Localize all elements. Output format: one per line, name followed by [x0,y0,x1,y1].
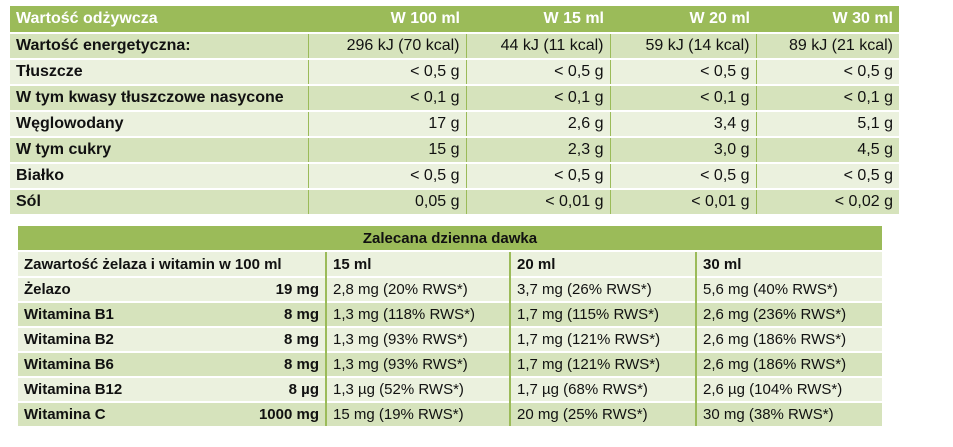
dose-header-30ml: 30 ml [695,250,882,277]
cell-value: < 0,5 g [307,58,466,85]
daily-dose-table: Zalecana dzienna dawka Zawartość żelaza … [18,226,882,426]
row-label: Tłuszcze [10,58,308,85]
cell-value: 3,4 g [609,110,756,137]
table-row: Tłuszcze < 0,5 g < 0,5 g < 0,5 g < 0,5 g [10,58,899,85]
cell-value: 5,1 g [755,110,899,137]
dose-value: 2,6 mg (186% RWS*) [695,351,882,377]
table-row: Sól 0,05 g < 0,01 g < 0,01 g < 0,02 g [10,188,899,214]
nutrient-name: Witamina B12 [18,376,218,402]
cell-value: < 0,01 g [465,188,610,214]
cell-value: 89 kJ (21 kcal) [755,32,899,59]
cell-value: < 0,5 g [307,162,466,189]
dose-value: 2,6 mg (236% RWS*) [695,301,882,327]
nutrition-table: Wartość odżywcza W 100 ml W 15 ml W 20 m… [10,6,899,214]
table-row: Witamina B2 8 mg 1,3 mg (93% RWS*) 1,7 m… [18,326,882,352]
dose-value: 2,6 mg (186% RWS*) [695,326,882,352]
cell-value: < 0,02 g [755,188,899,214]
cell-value: < 0,5 g [609,58,756,85]
nutrition-header-20ml: W 20 ml [610,6,756,33]
table-row: Witamina B1 8 mg 1,3 mg (118% RWS*) 1,7 … [18,301,882,327]
nutrient-amount: 8 µg [218,376,326,402]
dose-value: 1,7 mg (121% RWS*) [509,326,696,352]
nutrient-name: Witamina B6 [18,351,218,377]
row-label: Węglowodany [10,110,308,137]
cell-value: 15 g [307,136,466,163]
cell-value: 44 kJ (11 kcal) [465,32,610,59]
cell-value: 17 g [307,110,466,137]
cell-value: 59 kJ (14 kcal) [609,32,756,59]
cell-value: 4,5 g [755,136,899,163]
nutrient-name: Witamina B1 [18,301,218,327]
dose-value: 1,3 mg (93% RWS*) [325,351,510,377]
nutrient-amount: 8 mg [218,301,326,327]
table-row: W tym kwasy tłuszczowe nasycone < 0,1 g … [10,84,899,111]
nutrition-header-100ml: W 100 ml [308,6,466,33]
cell-value: < 0,1 g [755,84,899,111]
table-row: Żelazo 19 mg 2,8 mg (20% RWS*) 3,7 mg (2… [18,276,882,302]
table-row: Witamina B6 8 mg 1,3 mg (93% RWS*) 1,7 m… [18,351,882,377]
dose-value: 3,7 mg (26% RWS*) [509,276,696,302]
row-label: Wartość energetyczna: [10,32,308,59]
table-row: Witamina C 1000 mg 15 mg (19% RWS*) 20 m… [18,401,882,426]
nutrition-header-30ml: W 30 ml [756,6,899,33]
dose-value: 1,7 mg (115% RWS*) [509,301,696,327]
cell-value: < 0,1 g [609,84,756,111]
cell-value: < 0,5 g [465,162,610,189]
table-row: W tym cukry 15 g 2,3 g 3,0 g 4,5 g [10,136,899,163]
nutrient-name: Witamina B2 [18,326,218,352]
cell-value: 2,3 g [465,136,610,163]
dose-value: 1,7 µg (68% RWS*) [509,376,696,402]
cell-value: < 0,01 g [609,188,756,214]
cell-value: 3,0 g [609,136,756,163]
dose-value: 30 mg (38% RWS*) [695,401,882,426]
row-label: W tym cukry [10,136,308,163]
dose-value: 1,3 mg (93% RWS*) [325,326,510,352]
nutrient-amount: 1000 mg [218,401,326,426]
dose-value: 2,6 µg (104% RWS*) [695,376,882,402]
nutrition-header-15ml: W 15 ml [466,6,610,33]
table-row: Węglowodany 17 g 2,6 g 3,4 g 5,1 g [10,110,899,137]
row-label: Sól [10,188,308,214]
dose-value: 1,3 µg (52% RWS*) [325,376,510,402]
dose-table-title: Zalecana dzienna dawka [18,226,882,251]
dose-value: 20 mg (25% RWS*) [509,401,696,426]
nutrient-amount: 8 mg [218,351,326,377]
dose-header-content: Zawartość żelaza i witamin w 100 ml [18,250,326,277]
table-row: Wartość energetyczna: 296 kJ (70 kcal) 4… [10,32,899,59]
row-label: W tym kwasy tłuszczowe nasycone [10,84,308,111]
table-row: Witamina B12 8 µg 1,3 µg (52% RWS*) 1,7 … [18,376,882,402]
row-label: Białko [10,162,308,189]
dose-value: 1,7 mg (121% RWS*) [509,351,696,377]
cell-value: < 0,5 g [755,58,899,85]
dose-header-row: Zawartość żelaza i witamin w 100 ml 15 m… [18,250,882,277]
cell-value: < 0,1 g [307,84,466,111]
dose-title-row: Zalecana dzienna dawka [18,226,882,251]
cell-value: < 0,1 g [465,84,610,111]
nutrition-header-row: Wartość odżywcza W 100 ml W 15 ml W 20 m… [10,6,899,33]
cell-value: 296 kJ (70 kcal) [307,32,466,59]
dose-value: 5,6 mg (40% RWS*) [695,276,882,302]
cell-value: < 0,5 g [755,162,899,189]
dose-header-20ml: 20 ml [509,250,696,277]
nutrition-header-label: Wartość odżywcza [10,6,308,33]
nutrient-amount: 8 mg [218,326,326,352]
dose-header-15ml: 15 ml [325,250,510,277]
cell-value: 0,05 g [307,188,466,214]
nutrient-name: Żelazo [18,276,218,302]
nutrient-name: Witamina C [18,401,218,426]
cell-value: < 0,5 g [465,58,610,85]
dose-value: 2,8 mg (20% RWS*) [325,276,510,302]
cell-value: < 0,5 g [609,162,756,189]
dose-value: 1,3 mg (118% RWS*) [325,301,510,327]
table-row: Białko < 0,5 g < 0,5 g < 0,5 g < 0,5 g [10,162,899,189]
nutrient-amount: 19 mg [218,276,326,302]
cell-value: 2,6 g [465,110,610,137]
dose-value: 15 mg (19% RWS*) [325,401,510,426]
